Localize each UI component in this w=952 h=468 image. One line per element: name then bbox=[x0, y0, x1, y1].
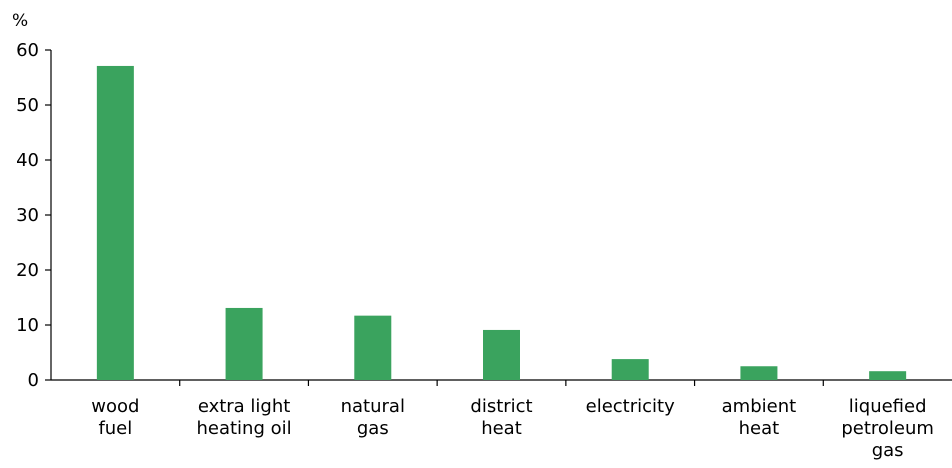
x-axis bbox=[51, 379, 952, 386]
x-tick-label-line: wood bbox=[91, 396, 139, 417]
y-axis-label: % bbox=[12, 11, 28, 31]
y-tick-label: 30 bbox=[16, 205, 39, 226]
x-tick-label-line: district bbox=[470, 396, 532, 417]
y-tick-label: 60 bbox=[16, 40, 39, 61]
y-tick-label: 20 bbox=[16, 260, 39, 281]
bar bbox=[740, 366, 778, 380]
x-tick-label-line: fuel bbox=[98, 418, 132, 439]
x-tick-label: district heat bbox=[470, 396, 532, 439]
bar bbox=[354, 315, 392, 380]
x-tick-label: electricity bbox=[586, 396, 675, 417]
bar bbox=[869, 371, 907, 380]
x-tick-label: ambient heat bbox=[722, 396, 797, 439]
x-tick-label: natural gas bbox=[341, 396, 405, 439]
y-axis: 0 10 20 30 40 50 60 bbox=[16, 40, 52, 391]
x-tick-label-line: ambient bbox=[722, 396, 797, 417]
bar bbox=[225, 307, 263, 380]
x-tick-label-line: natural bbox=[341, 396, 405, 417]
bars bbox=[96, 65, 907, 380]
x-tick-label-line: electricity bbox=[586, 396, 675, 417]
x-tick-label-line: gas bbox=[872, 440, 904, 461]
x-tick-label: extra light heating oil bbox=[196, 396, 291, 439]
y-tick-label: 40 bbox=[16, 150, 39, 171]
x-tick-label-line: heat bbox=[481, 418, 522, 439]
x-tick-label-line: gas bbox=[357, 418, 389, 439]
y-tick-label: 0 bbox=[28, 370, 39, 391]
bar bbox=[483, 329, 520, 380]
x-tick-label-line: heat bbox=[739, 418, 780, 439]
y-tick-label: 50 bbox=[16, 95, 39, 116]
x-tick-label-line: petroleum bbox=[841, 418, 934, 439]
x-tick-label-line: heating oil bbox=[196, 418, 291, 439]
x-tick-label: wood fuel bbox=[91, 396, 139, 439]
x-tick-label-line: extra light bbox=[198, 396, 291, 417]
bar bbox=[611, 359, 649, 380]
y-tick-label: 10 bbox=[16, 315, 39, 336]
x-tick-label: liquefied petroleum gas bbox=[841, 396, 934, 461]
bar bbox=[96, 65, 134, 380]
x-tick-label-line: liquefied bbox=[849, 396, 927, 417]
